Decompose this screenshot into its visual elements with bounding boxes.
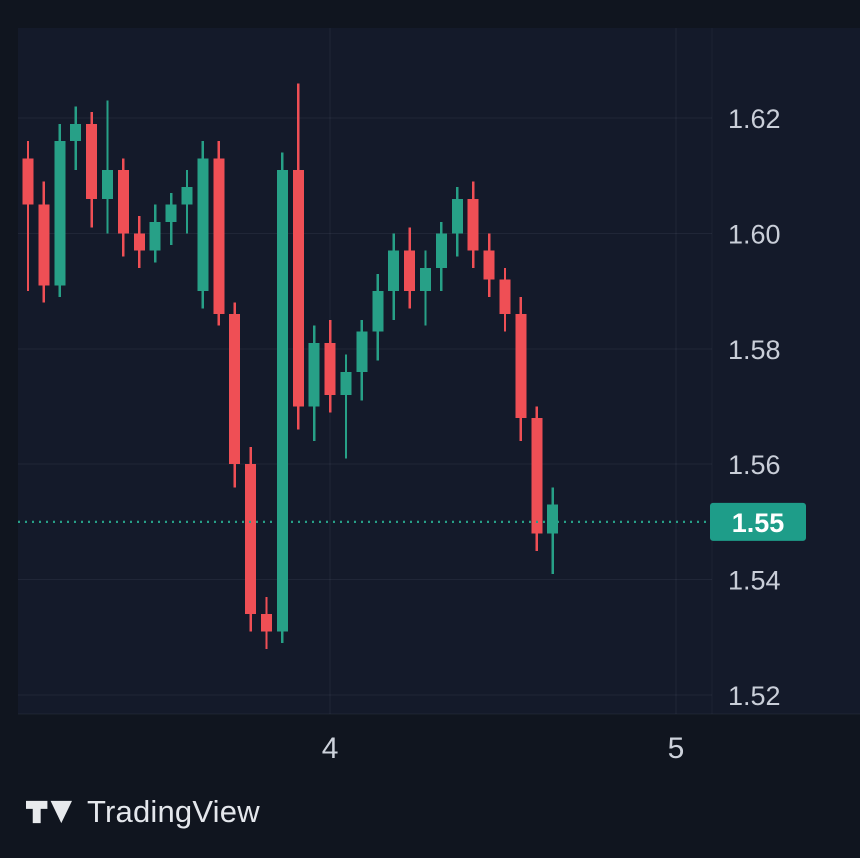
candle-down xyxy=(404,250,416,292)
candle-up xyxy=(435,233,447,269)
candle-up xyxy=(451,198,463,234)
candle-up xyxy=(70,123,82,142)
candle-up xyxy=(388,250,400,292)
y-axis-label[interactable]: 1.58 xyxy=(728,335,781,365)
candle-down xyxy=(133,233,145,251)
candle-down xyxy=(531,418,543,534)
candle-layer xyxy=(22,83,559,649)
candle-down xyxy=(117,169,129,234)
candle-down xyxy=(38,204,50,286)
candle-down xyxy=(515,314,527,419)
candle-down xyxy=(86,123,98,199)
candle-up xyxy=(197,158,209,292)
price-axis[interactable]: 1.62 1.60 1.58 1.56 1.54 1.52 xyxy=(728,104,781,711)
candle-up xyxy=(149,221,161,251)
candle-down xyxy=(245,464,257,615)
candle-down xyxy=(324,343,336,395)
current-price-label: 1.55 xyxy=(732,508,785,538)
y-axis-label[interactable]: 1.62 xyxy=(728,104,781,134)
candle-down xyxy=(467,198,479,251)
candle-up xyxy=(372,291,384,332)
candle-up xyxy=(54,141,66,286)
candle-down xyxy=(292,169,304,407)
tradingview-logo-icon[interactable] xyxy=(26,797,72,827)
candle-wick xyxy=(344,354,348,459)
candle-down xyxy=(229,314,241,465)
candle-up xyxy=(356,331,368,372)
x-axis-label[interactable]: 5 xyxy=(668,732,685,765)
footer: TradingView xyxy=(0,782,860,842)
y-axis-label[interactable]: 1.52 xyxy=(728,681,781,711)
x-axis-label[interactable]: 4 xyxy=(322,732,339,765)
candle-down xyxy=(483,250,495,280)
candle-up xyxy=(308,343,320,407)
candle-up xyxy=(420,268,431,292)
tradingview-wordmark[interactable]: TradingView xyxy=(87,794,260,829)
candle-wick xyxy=(106,100,109,234)
y-axis-label[interactable]: 1.60 xyxy=(728,219,781,249)
chart-pane[interactable] xyxy=(18,28,860,714)
candle-wick xyxy=(26,141,30,292)
candle-up xyxy=(276,169,288,632)
candle-down xyxy=(499,279,511,315)
candle-up xyxy=(102,169,113,199)
candle-down xyxy=(213,158,225,315)
candle-down xyxy=(261,614,272,632)
candle-up xyxy=(340,371,352,395)
candle-down xyxy=(22,158,34,205)
y-axis-label[interactable]: 1.54 xyxy=(728,566,781,596)
y-axis-label[interactable]: 1.56 xyxy=(728,450,781,480)
candle-up xyxy=(547,504,559,534)
candle-up xyxy=(181,187,193,205)
candle-up xyxy=(165,204,177,222)
current-price-badge xyxy=(710,502,806,541)
current-price-line-layer: 1.55 xyxy=(18,502,806,541)
